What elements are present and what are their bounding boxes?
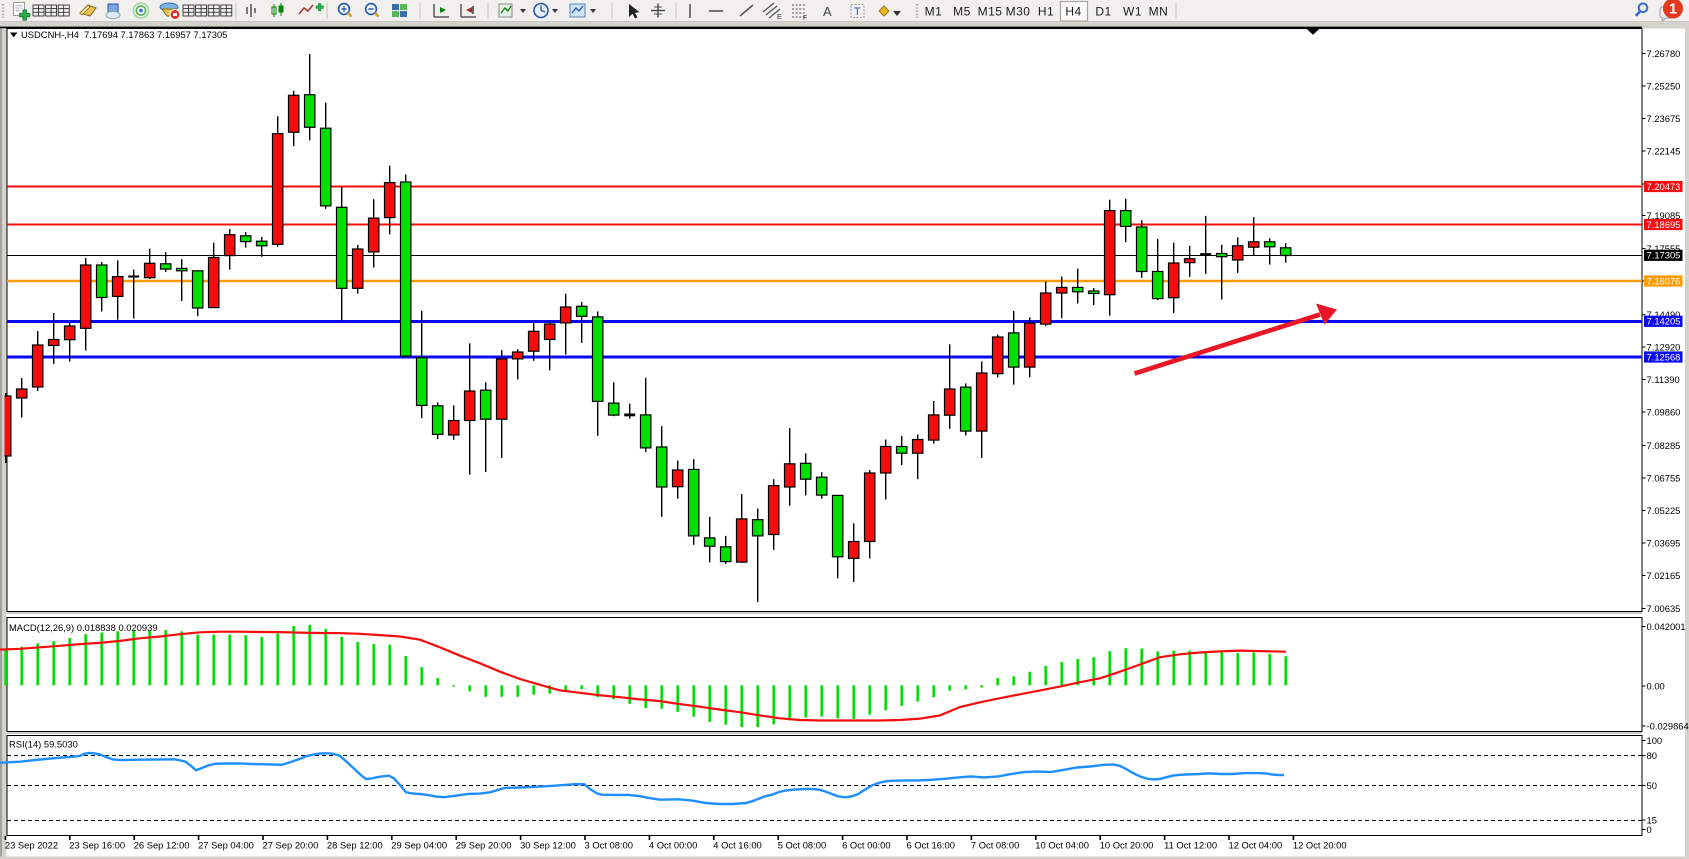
svg-text:MN: MN bbox=[1149, 5, 1169, 19]
svg-text:M30: M30 bbox=[1006, 5, 1031, 19]
svg-text:M5: M5 bbox=[953, 5, 971, 19]
svg-text:-0.029864: -0.029864 bbox=[1647, 720, 1689, 731]
svg-text:7.18695: 7.18695 bbox=[1647, 219, 1681, 230]
svg-text:10 Oct 20:00: 10 Oct 20:00 bbox=[1100, 840, 1154, 851]
svg-text:27 Sep 20:00: 27 Sep 20:00 bbox=[263, 840, 319, 851]
svg-text:30 Sep 12:00: 30 Sep 12:00 bbox=[520, 840, 576, 851]
svg-text:23 Sep 16:00: 23 Sep 16:00 bbox=[69, 840, 125, 851]
svg-text:7.17555: 7.17555 bbox=[1647, 243, 1681, 254]
svg-text:W1: W1 bbox=[1123, 5, 1142, 19]
svg-text:USDCNH-,H4 7.17694 7.17863 7.: USDCNH-,H4 7.17694 7.17863 7.16957 7.173… bbox=[21, 29, 227, 40]
svg-text:23 Sep 2022: 23 Sep 2022 bbox=[5, 840, 58, 851]
svg-text:0.042001: 0.042001 bbox=[1647, 621, 1686, 632]
svg-text:A: A bbox=[823, 4, 832, 19]
svg-text:100: 100 bbox=[1647, 735, 1663, 746]
svg-text:15: 15 bbox=[1647, 814, 1657, 825]
svg-text:T: T bbox=[854, 6, 861, 18]
svg-text:7.22145: 7.22145 bbox=[1647, 145, 1681, 156]
svg-text:7.02165: 7.02165 bbox=[1647, 570, 1681, 581]
svg-text:28 Sep 12:00: 28 Sep 12:00 bbox=[327, 840, 383, 851]
svg-text:3 Oct 08:00: 3 Oct 08:00 bbox=[585, 840, 633, 851]
svg-text:RSI(14) 59.5030: RSI(14) 59.5030 bbox=[9, 739, 78, 750]
svg-text:0: 0 bbox=[1647, 824, 1652, 835]
svg-text:7 Oct 08:00: 7 Oct 08:00 bbox=[971, 840, 1019, 851]
svg-text:7.19085: 7.19085 bbox=[1647, 210, 1681, 221]
svg-text:29 Sep 04:00: 29 Sep 04:00 bbox=[391, 840, 447, 851]
svg-text:7.12920: 7.12920 bbox=[1647, 341, 1681, 352]
svg-text:50: 50 bbox=[1647, 780, 1657, 791]
svg-text:7.14205: 7.14205 bbox=[1647, 316, 1681, 327]
svg-text:29 Sep 20:00: 29 Sep 20:00 bbox=[456, 840, 512, 851]
svg-text:27 Sep 04:00: 27 Sep 04:00 bbox=[198, 840, 254, 851]
svg-text:7.25250: 7.25250 bbox=[1647, 80, 1681, 91]
svg-text:10 Oct 04:00: 10 Oct 04:00 bbox=[1035, 840, 1089, 851]
svg-text:7.00635: 7.00635 bbox=[1647, 603, 1681, 614]
svg-text:4 Oct 00:00: 4 Oct 00:00 bbox=[649, 840, 697, 851]
svg-text:7.23675: 7.23675 bbox=[1647, 113, 1681, 124]
svg-text:7.16076: 7.16076 bbox=[1647, 275, 1681, 286]
svg-text:F: F bbox=[803, 15, 807, 22]
svg-text:7.09860: 7.09860 bbox=[1647, 406, 1681, 417]
svg-text:80: 80 bbox=[1647, 750, 1657, 761]
svg-text:7.14490: 7.14490 bbox=[1647, 309, 1681, 320]
svg-text:7.08285: 7.08285 bbox=[1647, 440, 1681, 451]
svg-text:26 Sep 12:00: 26 Sep 12:00 bbox=[134, 840, 190, 851]
svg-text:7.03695: 7.03695 bbox=[1647, 537, 1681, 548]
svg-text:MACD(12,26,9) 0.018838 0.02093: MACD(12,26,9) 0.018838 0.020939 bbox=[9, 622, 158, 633]
svg-text:H4: H4 bbox=[1065, 5, 1081, 19]
svg-text:6 Oct 00:00: 6 Oct 00:00 bbox=[842, 840, 890, 851]
svg-text:5 Oct 08:00: 5 Oct 08:00 bbox=[778, 840, 826, 851]
svg-text:12 Oct 04:00: 12 Oct 04:00 bbox=[1229, 840, 1283, 851]
svg-text:7.26780: 7.26780 bbox=[1647, 48, 1681, 59]
svg-text:7.17305: 7.17305 bbox=[1647, 250, 1681, 261]
svg-text:0.00: 0.00 bbox=[1647, 680, 1665, 691]
svg-text:4 Oct 16:00: 4 Oct 16:00 bbox=[713, 840, 761, 851]
svg-text:1: 1 bbox=[1669, 2, 1677, 18]
svg-text:D1: D1 bbox=[1095, 5, 1111, 19]
svg-text:7.05225: 7.05225 bbox=[1647, 505, 1681, 516]
svg-text:6 Oct 16:00: 6 Oct 16:00 bbox=[907, 840, 955, 851]
svg-text:12 Oct 20:00: 12 Oct 20:00 bbox=[1293, 840, 1347, 851]
svg-text:M15: M15 bbox=[978, 5, 1003, 19]
svg-text:7.06755: 7.06755 bbox=[1647, 472, 1681, 483]
svg-text:7.20473: 7.20473 bbox=[1647, 181, 1681, 192]
svg-text:H1: H1 bbox=[1038, 5, 1054, 19]
svg-text:11 Oct 12:00: 11 Oct 12:00 bbox=[1164, 840, 1217, 851]
svg-text:M1: M1 bbox=[925, 5, 943, 19]
svg-text:7.11390: 7.11390 bbox=[1647, 374, 1680, 385]
svg-text:E: E bbox=[777, 14, 782, 21]
svg-text:7.12568: 7.12568 bbox=[1647, 351, 1681, 362]
